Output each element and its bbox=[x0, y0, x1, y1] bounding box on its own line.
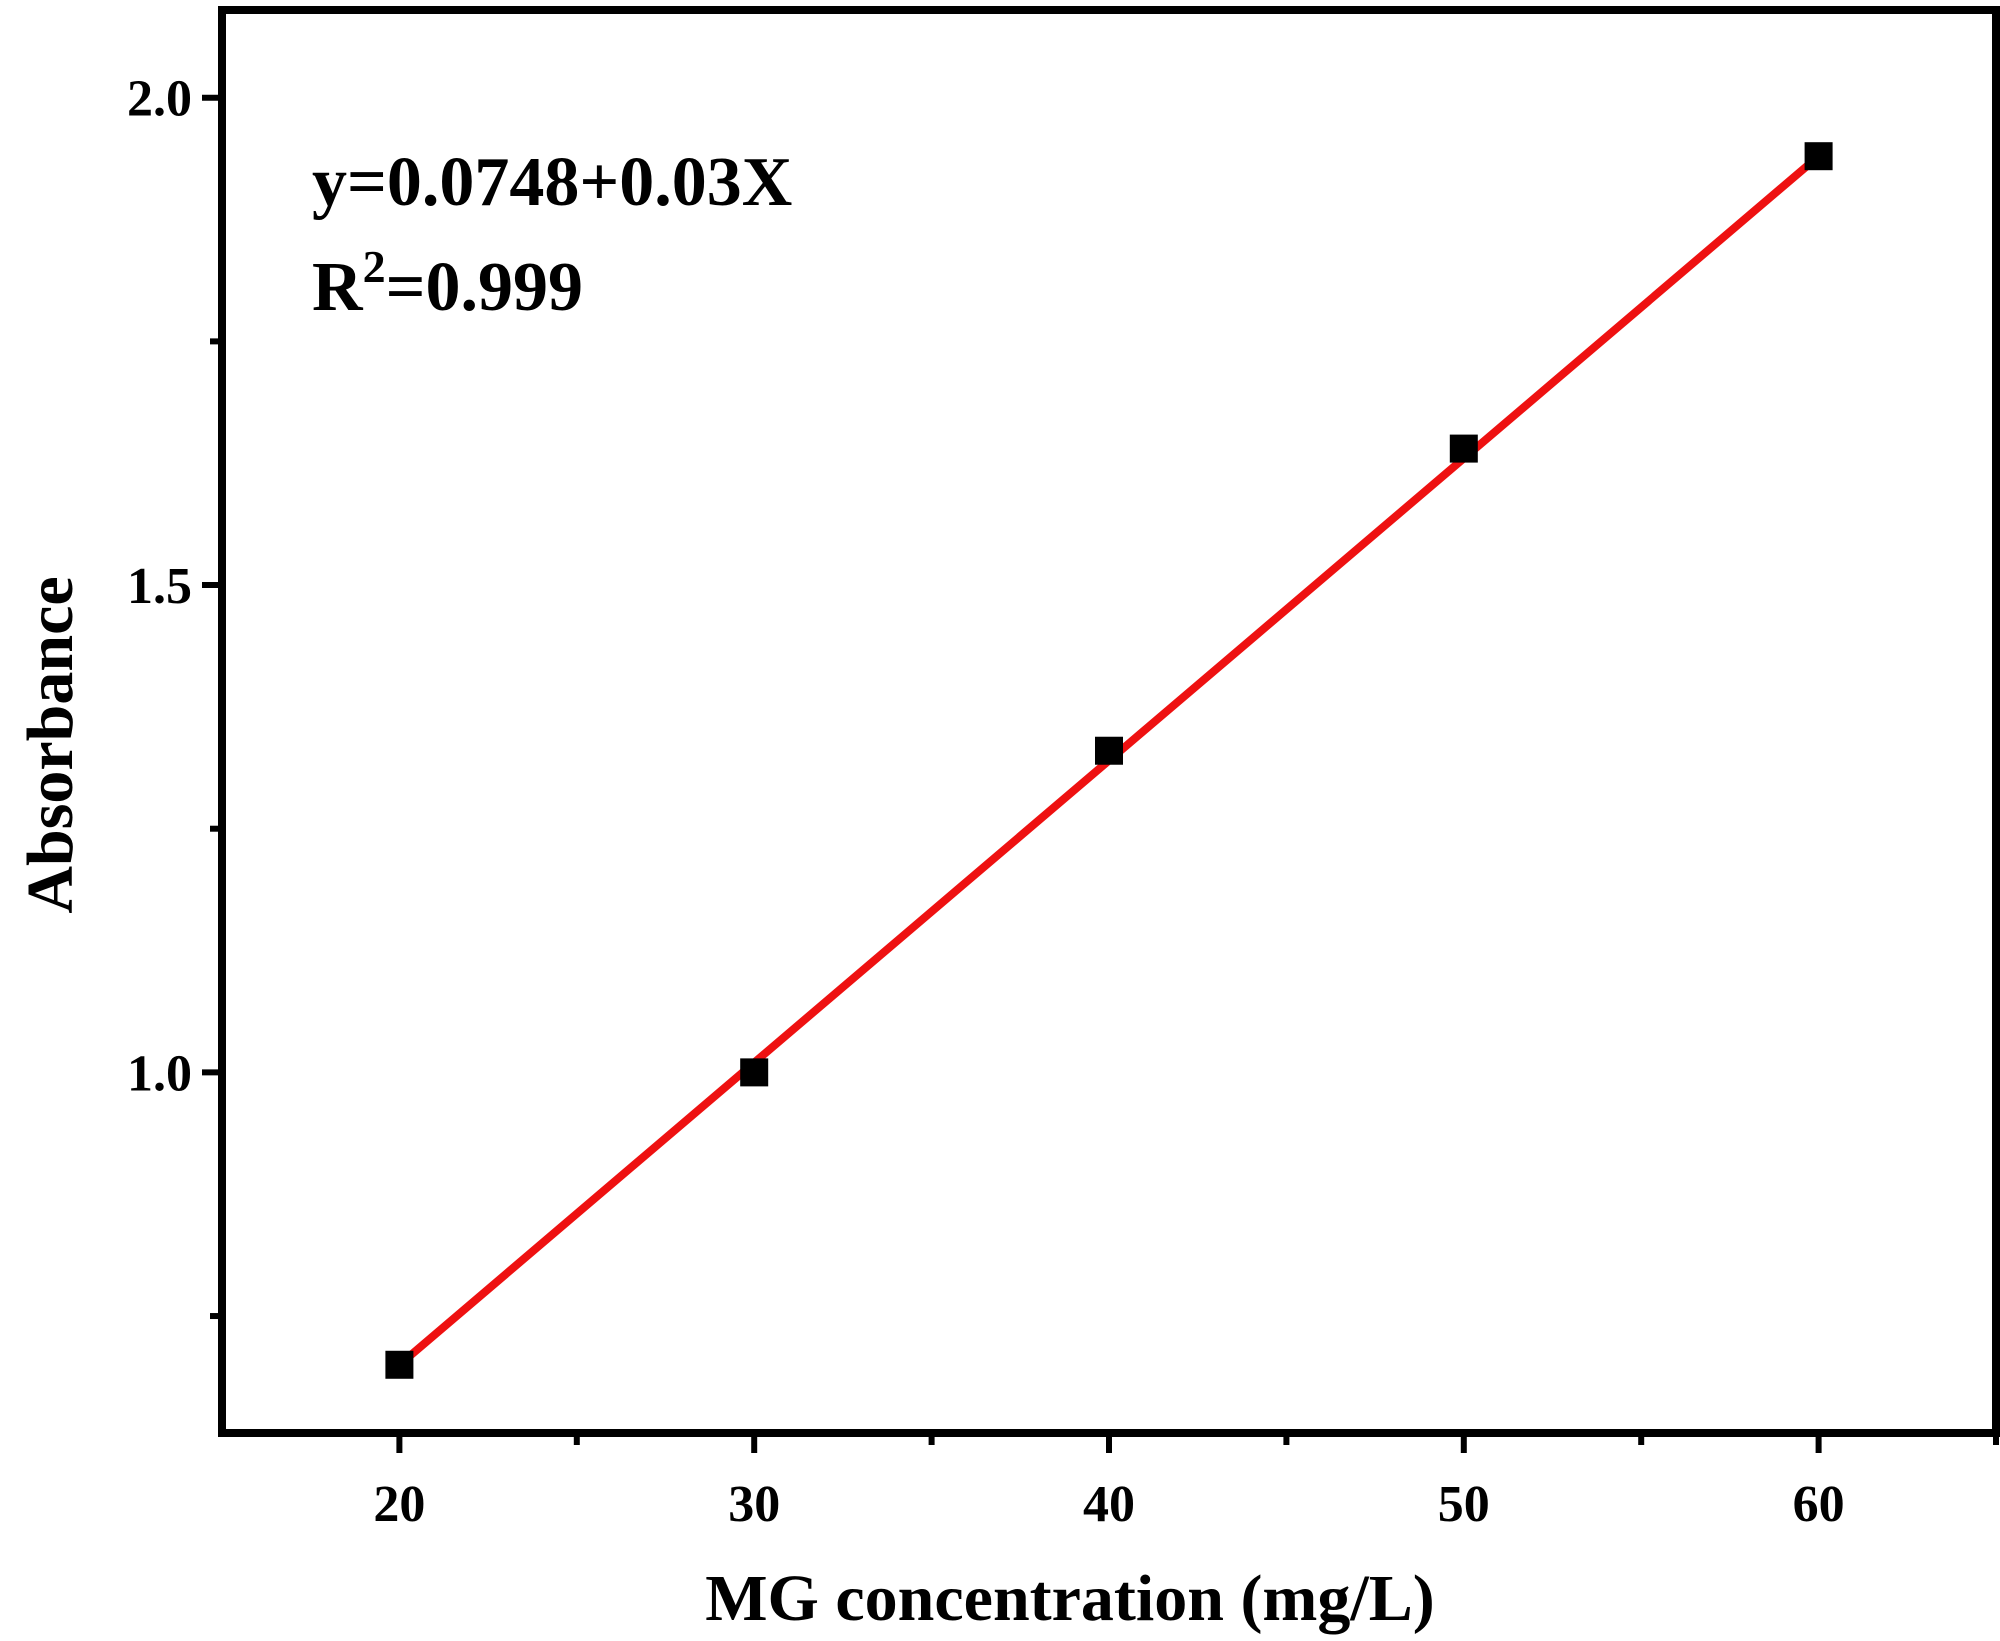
minor-ticks bbox=[210, 338, 1999, 1445]
data-point bbox=[1449, 434, 1478, 463]
data-points bbox=[385, 142, 1833, 1379]
r-squared-prefix: R bbox=[312, 249, 364, 326]
x-axis-label: MG concentration (mg/L) bbox=[705, 1562, 1435, 1635]
plot-frame bbox=[218, 6, 2000, 1437]
data-point bbox=[740, 1058, 769, 1087]
y-axis-label: Absorbance bbox=[14, 576, 87, 913]
y-tick-labels: 1.0 1.5 2.0 bbox=[127, 71, 192, 1103]
x-tick-label: 50 bbox=[1438, 1476, 1490, 1533]
x-tick-label: 60 bbox=[1793, 1476, 1845, 1533]
r-squared-annotation: R2=0.999 bbox=[312, 241, 583, 326]
x-tick-label: 20 bbox=[373, 1476, 425, 1533]
y-tick-label: 1.5 bbox=[127, 558, 192, 615]
y-tick-label: 2.0 bbox=[127, 71, 192, 128]
major-ticks bbox=[202, 94, 1822, 1453]
x-tick-label: 40 bbox=[1083, 1476, 1135, 1533]
x-tick-label: 30 bbox=[728, 1476, 780, 1533]
data-point bbox=[1095, 736, 1123, 765]
y-tick-label: 1.0 bbox=[127, 1045, 192, 1102]
r-squared-superscript: 2 bbox=[363, 241, 386, 292]
equation-annotation: y=0.0748+0.03X bbox=[312, 144, 792, 221]
r-squared-value: =0.999 bbox=[386, 249, 583, 326]
x-tick-labels: 20 30 40 50 60 bbox=[373, 1476, 1844, 1533]
data-point bbox=[385, 1350, 414, 1379]
data-point bbox=[1804, 142, 1833, 171]
